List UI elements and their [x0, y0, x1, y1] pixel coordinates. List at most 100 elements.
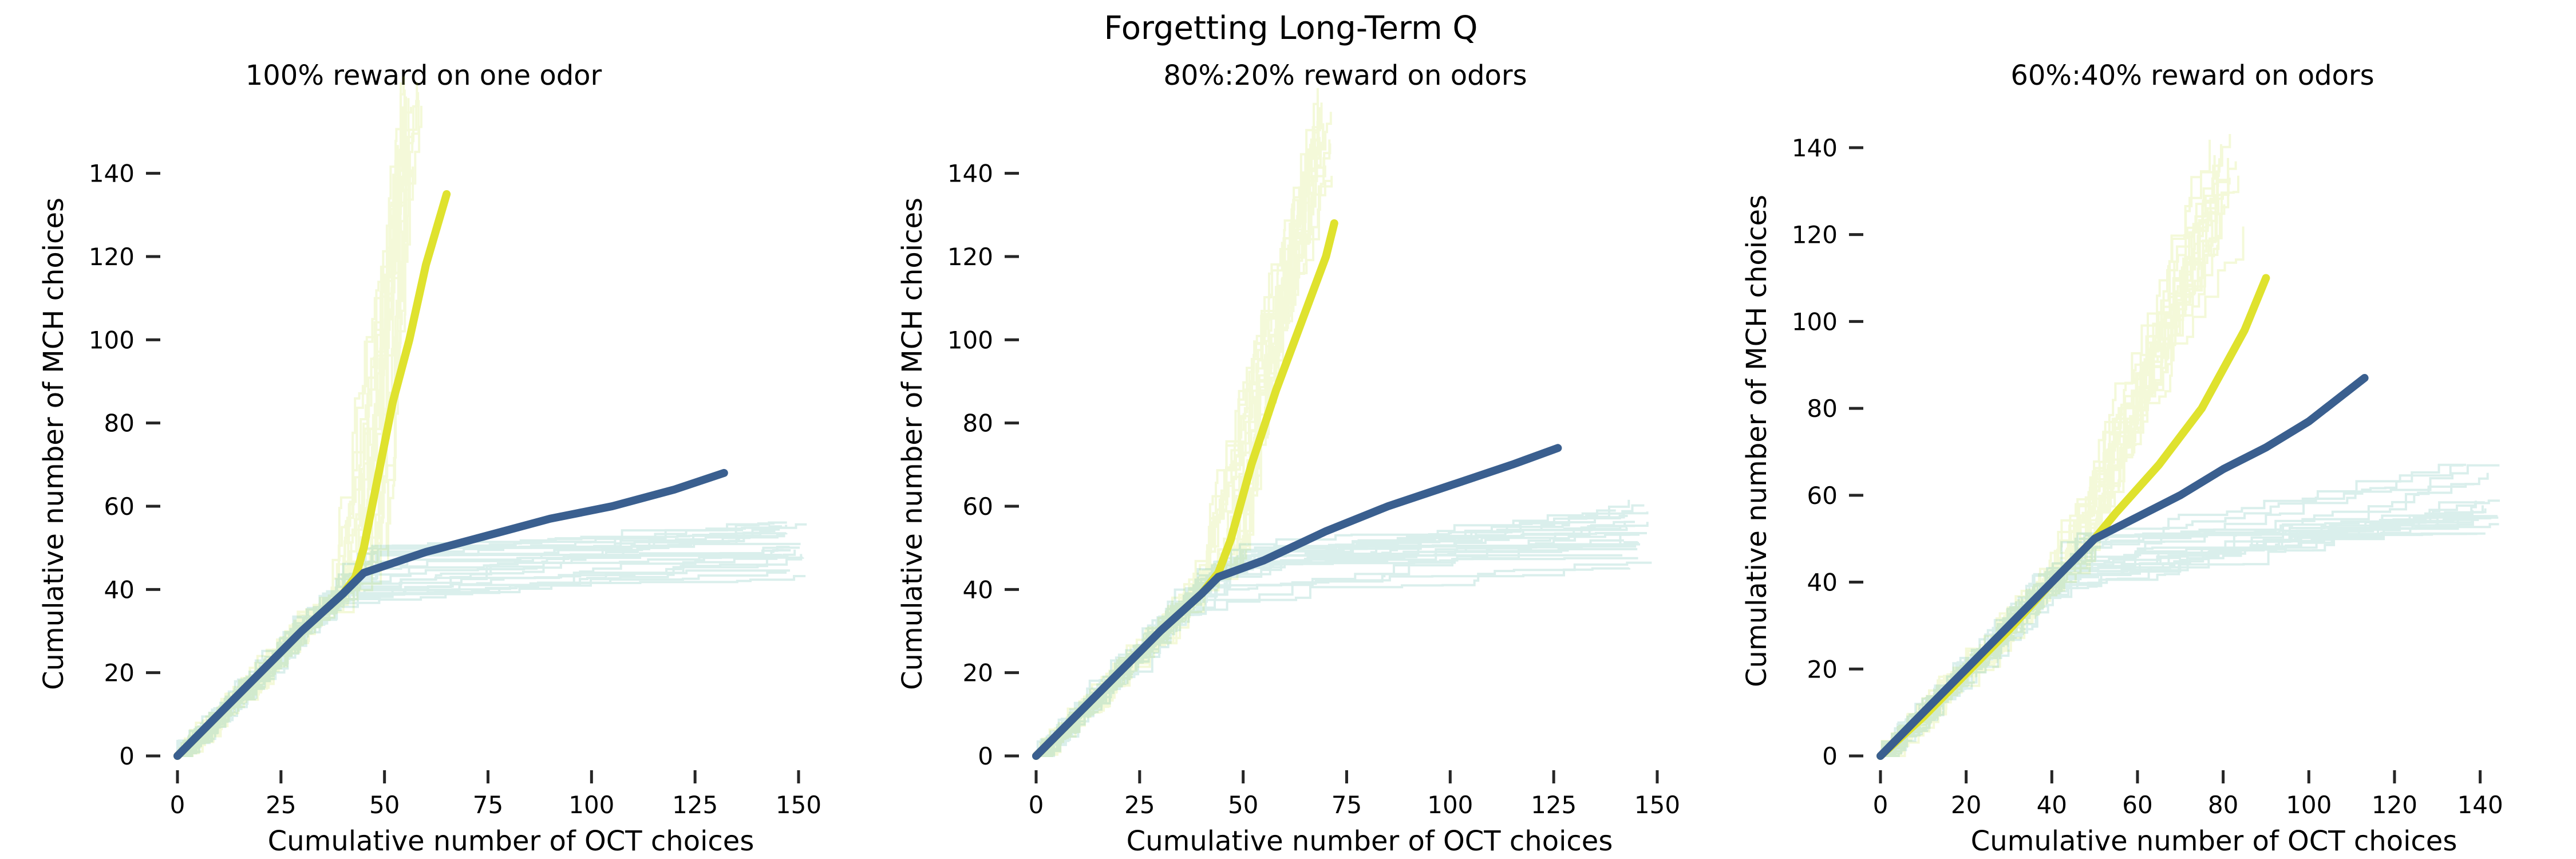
- x-axis-label: Cumulative number of OCT choices: [1127, 825, 1613, 857]
- y-tick-label: 20: [104, 659, 135, 687]
- trace-line: [1879, 499, 2500, 756]
- x-tick-label: 100: [2286, 791, 2332, 819]
- trace-group-2: [176, 521, 807, 757]
- x-tick-label: 140: [2458, 791, 2503, 819]
- trace-line: [177, 148, 401, 757]
- x-tick-label: 125: [1531, 791, 1577, 819]
- trace-line: [1036, 180, 1333, 757]
- trace-line: [1880, 510, 2474, 757]
- trace-line: [1036, 139, 1331, 757]
- y-tick-label: 40: [963, 576, 993, 604]
- y-tick-label: 0: [978, 742, 993, 770]
- x-tick-label: 150: [776, 791, 821, 819]
- trace-line: [177, 571, 787, 757]
- y-axis-label: Cumulative number of MCH choices: [1741, 195, 1773, 687]
- trace-line: [177, 523, 807, 757]
- trace-group-1: [1880, 134, 2245, 757]
- y-tick-label: 100: [89, 326, 135, 354]
- trace-line: [1880, 157, 2229, 757]
- y-tick-label: 0: [119, 742, 135, 770]
- chart-panel-2: 80%:20% reward on odors 0 25 50 75 100 125 150 0…: [896, 60, 1680, 857]
- trace-line: [177, 134, 414, 757]
- trace-line: [1880, 464, 2464, 757]
- figure-suptitle: Forgetting Long-Term Q: [1104, 10, 1477, 47]
- trace-line: [1880, 245, 2219, 757]
- trace-line: [1036, 95, 1319, 757]
- series-mean-line-2: [1876, 374, 2369, 760]
- y-tick-label: 80: [963, 409, 993, 438]
- trace-line: [1880, 501, 2477, 757]
- trace-line: [1036, 144, 1311, 757]
- trace-line: [176, 549, 796, 757]
- trace-line: [1880, 202, 2219, 757]
- trace-line: [1880, 204, 2226, 757]
- trace-line: [1880, 505, 2484, 757]
- y-tick-label: 140: [1792, 134, 1838, 162]
- panels: 100% reward on one odor 0 25 50 75 100 125 150 0…: [38, 60, 2503, 857]
- x-axis-label: Cumulative number of OCT choices: [268, 825, 754, 857]
- trace-line: [1036, 176, 1333, 757]
- trace-line: [177, 554, 803, 757]
- y-tick-label: 100: [1792, 308, 1838, 336]
- x-tick-label: 50: [369, 791, 400, 819]
- trace-line: [1880, 212, 2217, 757]
- y-tick-label: 0: [1822, 742, 1838, 770]
- y-tick-label: 140: [89, 160, 135, 188]
- trace-line: [1880, 161, 2237, 757]
- y-tick-label: 60: [963, 492, 993, 521]
- x-tick-label: 50: [1228, 791, 1258, 819]
- trace-line: [177, 82, 418, 757]
- trace-line: [177, 104, 407, 757]
- trace-line: [177, 100, 420, 757]
- trace-line: [177, 535, 785, 757]
- y-tick-label: 20: [963, 659, 993, 687]
- y-tick-label: 140: [947, 160, 993, 188]
- trace-line: [1036, 159, 1317, 757]
- trace-line: [1036, 526, 1628, 757]
- trace-line: [1880, 219, 2209, 757]
- x-axis-label: Cumulative number of OCT choices: [1971, 825, 2458, 857]
- trace-line: [1036, 143, 1332, 757]
- trace-line: [1880, 463, 2466, 757]
- series-mean-line-2: [1032, 444, 1562, 760]
- trace-line: [1880, 180, 2230, 757]
- trace-line: [177, 554, 789, 757]
- x-tick-label: 75: [1332, 791, 1362, 819]
- trace-line: [1880, 178, 2231, 757]
- trace-line: [1036, 141, 1322, 757]
- x-tick-label: 25: [1124, 791, 1155, 819]
- trace-line: [177, 521, 787, 757]
- trace-line: [177, 542, 801, 757]
- x-tick-label: 40: [2037, 791, 2067, 819]
- trace-line: [177, 96, 407, 757]
- trace-group-2: [1879, 463, 2500, 757]
- trace-line: [1880, 170, 2218, 757]
- trace-line: [176, 522, 775, 757]
- trace-line: [1880, 140, 2211, 757]
- trace-line: [177, 554, 783, 757]
- trace-line: [177, 525, 780, 757]
- trace-line: [1036, 145, 1313, 757]
- trace-line: [1036, 548, 1638, 757]
- trace-line: [177, 92, 420, 757]
- trace-group-1: [1036, 88, 1333, 757]
- y-tick-label: 60: [1807, 482, 1838, 510]
- y-tick-label: 100: [947, 326, 993, 354]
- trace-line: [1036, 539, 1624, 757]
- x-tick-label: 60: [2122, 791, 2152, 819]
- y-tick-label: 120: [89, 243, 135, 271]
- trace-line: [1036, 107, 1321, 757]
- trace-line: [1036, 123, 1325, 757]
- trace-line: [177, 169, 412, 757]
- series-mean-line-2: [173, 468, 728, 760]
- y-tick-label: 40: [104, 576, 135, 604]
- trace-line: [1036, 88, 1319, 757]
- trace-line: [1880, 244, 2211, 757]
- y-axis-label: Cumulative number of MCH choices: [896, 198, 929, 690]
- trace-line: [1036, 522, 1649, 757]
- trace-line: [177, 89, 406, 757]
- x-tick-label: 120: [2372, 791, 2417, 819]
- trace-line: [1036, 148, 1313, 757]
- trace-line: [1880, 508, 2487, 757]
